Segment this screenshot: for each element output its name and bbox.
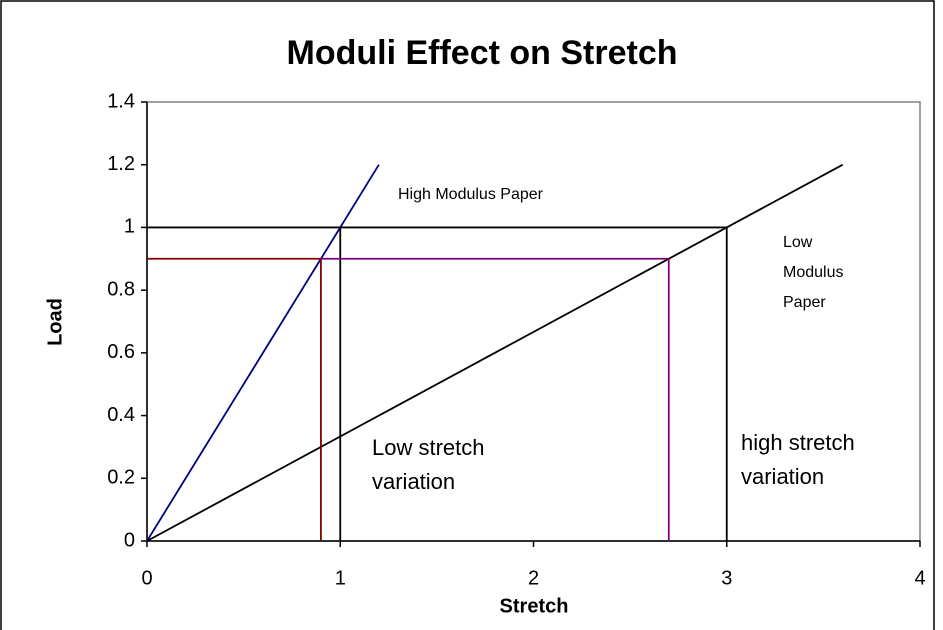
x-tick-label: 3 (721, 567, 732, 589)
y-tick-label: 0 (124, 529, 135, 551)
x-tick-label: 1 (335, 567, 346, 589)
y-tick-label: 1 (124, 216, 135, 238)
y-tick-label: 0.6 (107, 341, 135, 363)
annotation: variation (372, 469, 455, 494)
x-axis-label: Stretch (500, 595, 569, 617)
chart-title: Moduli Effect on Stretch (287, 34, 678, 72)
y-axis-label: Load (44, 298, 66, 346)
x-tick-label: 0 (141, 567, 152, 589)
x-tick-label: 4 (914, 567, 925, 589)
x-tick-label: 2 (528, 567, 539, 589)
annotation: Low (783, 234, 813, 251)
annotation: Paper (783, 294, 826, 311)
annotation: Modulus (783, 264, 843, 281)
y-tick-label: 1.4 (107, 90, 135, 112)
annotation: Low stretch (372, 435, 485, 460)
annotation: variation (741, 464, 824, 489)
y-tick-label: 0.4 (107, 404, 135, 426)
annotation: High Modulus Paper (398, 186, 544, 203)
y-tick-label: 0.2 (107, 467, 135, 489)
annotation: high stretch (741, 430, 855, 455)
y-tick-label: 1.2 (107, 153, 135, 175)
y-tick-label: 0.8 (107, 278, 135, 300)
